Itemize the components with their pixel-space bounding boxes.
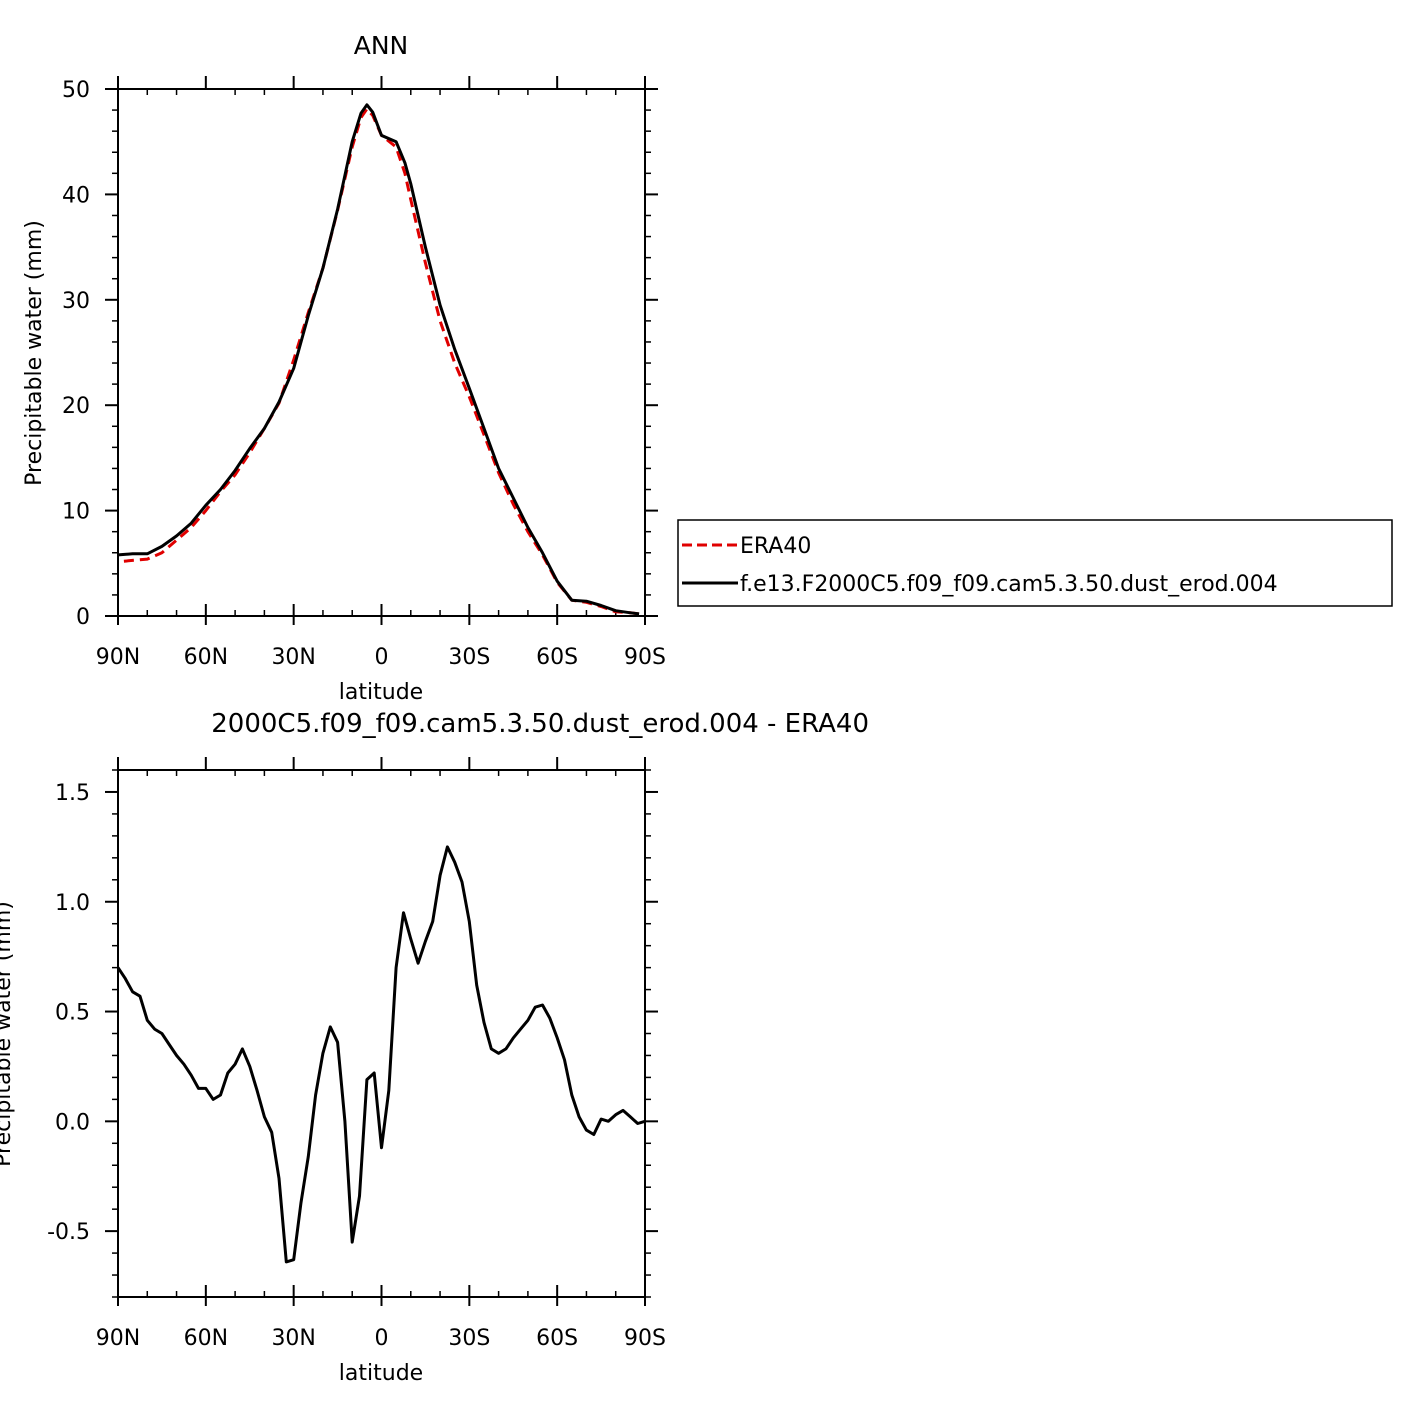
bottom-panel: 2000C5.f09_f09.cam5.3.50.dust_erod.004 -…	[0, 709, 869, 1386]
x-tick-label: 30S	[448, 645, 490, 670]
y-tick-label: 40	[62, 183, 90, 208]
bottom-y-axis-label: Precipitable water (mm)	[0, 901, 16, 1167]
x-tick-label: 90N	[96, 645, 140, 670]
x-tick-label: 30S	[448, 1326, 490, 1351]
legend-box	[677, 519, 1393, 607]
y-tick-label: 30	[62, 289, 90, 314]
legend: ERA40 f.e13.F2000C5.f09_f09.cam5.3.50.du…	[677, 519, 1393, 607]
y-tick-label: 1.5	[55, 781, 90, 806]
top-plot-frame	[117, 88, 646, 617]
y-tick-label: 1.0	[55, 891, 90, 916]
y-tick-label: 0.5	[55, 1001, 90, 1026]
series-line-1	[117, 103, 640, 616]
x-tick-label: 90S	[624, 1326, 666, 1351]
y-tick-label: 50	[62, 78, 90, 103]
y-tick-label: 10	[62, 500, 90, 525]
series-line-0	[116, 845, 646, 1264]
bottom-plot-area: 90N 60N 30N 0 30S 60S 90S -0.5 0.0 0.5 1.0 1.5	[47, 757, 666, 1351]
x-tick-label: 60N	[184, 1326, 228, 1351]
x-tick-label: 0	[375, 645, 389, 670]
x-tick-label: 60N	[184, 645, 228, 670]
legend-label-model: f.e13.F2000C5.f09_f09.cam5.3.50.dust_ero…	[740, 572, 1278, 597]
x-tick-label: 30N	[271, 645, 315, 670]
top-y-axis-label: Precipitable water (mm)	[22, 220, 47, 486]
y-tick-label: -0.5	[47, 1220, 90, 1245]
y-tick-label: 20	[62, 394, 90, 419]
x-tick-label: 60S	[536, 645, 578, 670]
top-plot-area: 90N 60N 30N 0 30S 60S 90S 0 10 20 30 40 50	[62, 76, 666, 670]
x-tick-label: 60S	[536, 1326, 578, 1351]
bottom-chart-title: 2000C5.f09_f09.cam5.3.50.dust_erod.004 -…	[211, 709, 869, 739]
x-tick-label: 30N	[271, 1326, 315, 1351]
x-tick-label: 90N	[96, 1326, 140, 1351]
legend-label-era40: ERA40	[740, 534, 811, 559]
x-tick-label: 90S	[624, 645, 666, 670]
top-chart-title: ANN	[354, 31, 409, 60]
series-line-0	[123, 107, 640, 616]
top-panel: ANN 90N 60N 30N 0 30S 60S 90S 0 10 20 30 40 50 latit…	[22, 31, 1393, 705]
y-tick-label: 0.0	[55, 1110, 90, 1135]
y-tick-label: 0	[76, 605, 90, 630]
bottom-plot-frame	[117, 769, 646, 1298]
bottom-x-axis-label: latitude	[339, 1361, 423, 1386]
top-x-axis-label: latitude	[339, 680, 423, 705]
x-tick-label: 0	[375, 1326, 389, 1351]
